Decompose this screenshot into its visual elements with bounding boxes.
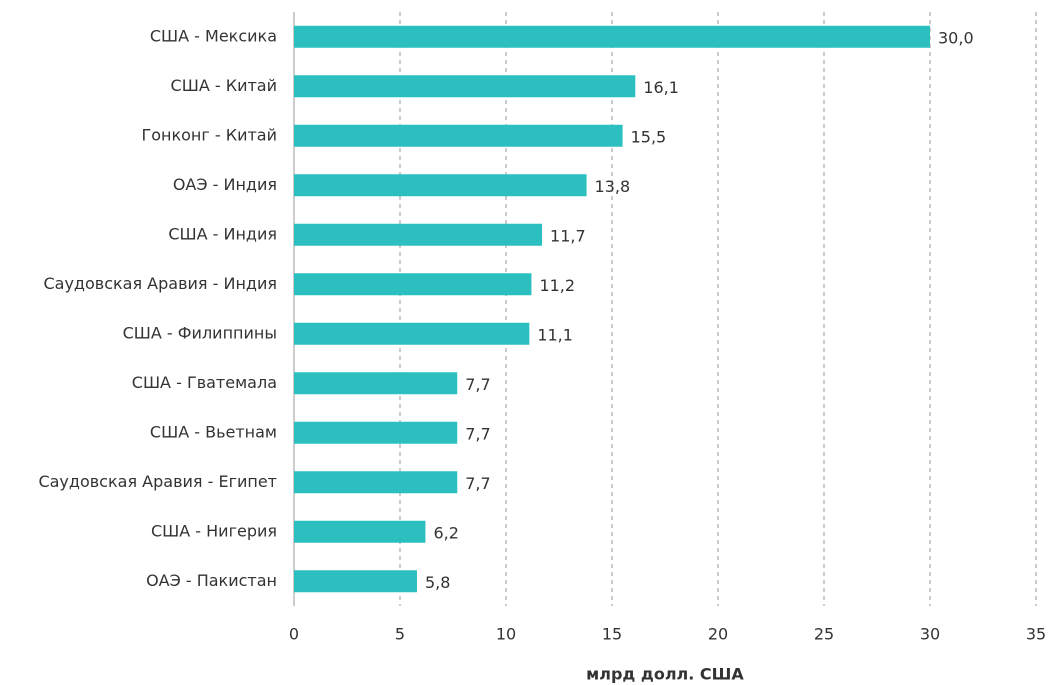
y-tick-label: Саудовская Аравия - Египет xyxy=(38,472,277,491)
y-tick-label: США - Гватемала xyxy=(132,373,277,392)
value-label: 7,7 xyxy=(465,424,490,443)
y-tick-label: США - Мексика xyxy=(150,26,277,45)
x-axis-label: млрд долл. США xyxy=(586,665,744,684)
value-label: 16,1 xyxy=(643,78,679,97)
bar xyxy=(294,25,930,48)
x-tick-label: 30 xyxy=(920,625,940,644)
y-tick-label: США - Вьетнам xyxy=(150,422,277,441)
x-tick-label: 35 xyxy=(1026,625,1046,644)
x-tick-label: 25 xyxy=(814,625,834,644)
bar xyxy=(294,421,458,444)
bar xyxy=(294,372,458,395)
y-tick-label: Гонконг - Китай xyxy=(141,125,277,144)
y-tick-label: США - Китай xyxy=(171,76,277,95)
value-label: 11,2 xyxy=(539,276,575,295)
x-tick-label: 10 xyxy=(496,625,516,644)
value-label: 11,7 xyxy=(550,226,586,245)
x-tick-label: 0 xyxy=(289,625,299,644)
x-tick-label: 20 xyxy=(708,625,728,644)
value-label: 5,8 xyxy=(425,573,450,592)
x-tick-label: 5 xyxy=(395,625,405,644)
bar xyxy=(294,124,623,147)
x-tick-label: 15 xyxy=(602,625,622,644)
y-tick-label: Саудовская Аравия - Индия xyxy=(43,274,277,293)
bar xyxy=(294,322,530,345)
value-label: 13,8 xyxy=(595,177,631,196)
bar xyxy=(294,273,532,296)
value-label: 7,7 xyxy=(465,474,490,493)
bar xyxy=(294,520,426,543)
value-label: 11,1 xyxy=(537,325,573,344)
bar xyxy=(294,75,636,98)
bar xyxy=(294,223,543,246)
bar xyxy=(294,570,417,593)
bar xyxy=(294,174,587,197)
value-label: 6,2 xyxy=(433,523,458,542)
y-tick-label: США - Филиппины xyxy=(123,323,277,342)
y-tick-label: США - Нигерия xyxy=(151,521,277,540)
y-tick-label: ОАЭ - Пакистан xyxy=(146,571,277,590)
value-label: 15,5 xyxy=(631,127,667,146)
value-label: 30,0 xyxy=(938,28,974,47)
y-tick-label: США - Индия xyxy=(168,224,277,243)
bar xyxy=(294,471,458,494)
y-tick-label: ОАЭ - Индия xyxy=(173,175,277,194)
value-label: 7,7 xyxy=(465,375,490,394)
